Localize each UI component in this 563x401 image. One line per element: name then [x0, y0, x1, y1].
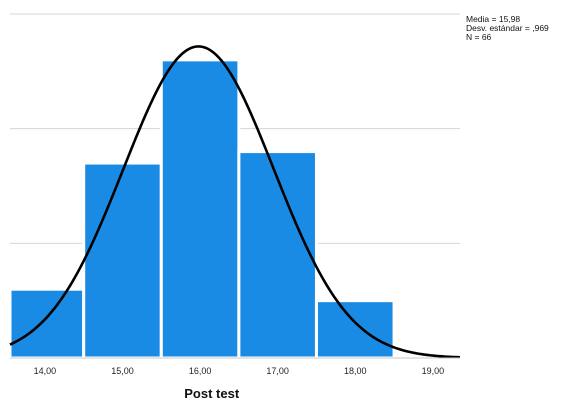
x-tick-label-2: 15,00 — [111, 366, 134, 376]
stat-line-1: Media = 15,98 — [466, 14, 520, 24]
bar-3 — [159, 58, 241, 360]
x-tick-label-3: 16,00 — [189, 366, 212, 376]
bar-2 — [82, 161, 163, 360]
bar-1 — [8, 287, 86, 360]
x-tick-label-6: 19,00 — [422, 366, 445, 376]
normal-curve — [9, 45, 461, 359]
bar-4 — [237, 150, 318, 360]
x-axis-title: Post test — [184, 386, 240, 401]
x-tick-labels: 14,00 15,00 16,00 17,00 18,00 19,00 — [34, 366, 444, 376]
stat-line-3: N = 66 — [466, 32, 492, 42]
bar-5 — [314, 299, 396, 360]
x-tick-label-4: 17,00 — [266, 366, 289, 376]
normal-curve-layer — [9, 45, 461, 359]
x-tick-label-5: 18,00 — [344, 366, 367, 376]
bars — [8, 58, 396, 360]
x-tick-label-1: 14,00 — [34, 366, 57, 376]
stat-line-2: Desv. estándar = ,969 — [466, 23, 549, 33]
